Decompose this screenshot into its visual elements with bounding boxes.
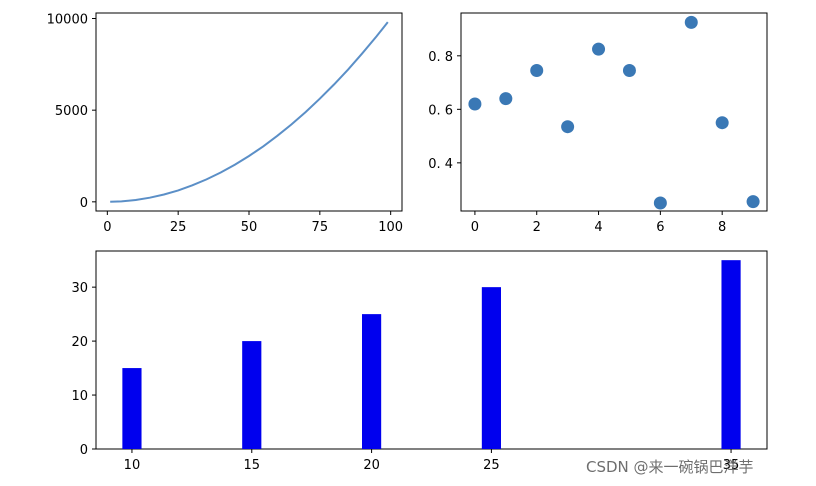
x-tick-label: 4 (594, 220, 602, 235)
x-tick-label: 8 (718, 220, 726, 235)
x-tick-label: 10 (124, 458, 141, 473)
bar-plot: 10 15 20 25 35 0 10 20 30 (71, 250, 768, 473)
bar (122, 368, 142, 449)
x-tick-label: 15 (243, 458, 260, 473)
axes-frame (95, 12, 403, 212)
x-tick-label: 20 (363, 458, 380, 473)
scatter-point (746, 195, 760, 209)
x-tick-label: 25 (483, 458, 500, 473)
y-tick-label: 10 (71, 389, 88, 404)
x-tick-label: 75 (312, 220, 329, 235)
scatter-point (468, 97, 482, 111)
scatter-point (499, 92, 513, 106)
x-tick-label: 25 (170, 220, 187, 235)
x-tick-label: 50 (241, 220, 258, 235)
y-tick-label: 0. 6 (428, 103, 453, 118)
scatter-point (653, 196, 667, 210)
y-tick-label: 10000 (47, 13, 88, 28)
y-tick-label: 5000 (55, 104, 88, 119)
y-tick-label: 0. 8 (428, 50, 453, 65)
x-tick-label: 2 (533, 220, 541, 235)
axes-frame (95, 250, 768, 450)
scatter-point (622, 64, 636, 78)
scatter-point (561, 120, 575, 134)
scatter-point (592, 42, 606, 56)
x-tick-label: 6 (656, 220, 664, 235)
axes-frame (460, 12, 768, 212)
y-tick-label: 0. 4 (428, 157, 453, 172)
bar (721, 260, 741, 449)
scatter-point (684, 15, 698, 29)
scatter-point (530, 64, 544, 78)
line-plot: 0 25 50 75 100 0 5000 10000 (47, 12, 403, 235)
bar (481, 287, 501, 449)
x-tick-label: 0 (103, 220, 111, 235)
watermark-text: CSDN @来一碗锅巴洋芋 (586, 458, 754, 476)
bar (362, 314, 382, 449)
x-tick-label: 0 (471, 220, 479, 235)
x-tick-label: 100 (378, 220, 403, 235)
y-tick-label: 0 (80, 443, 88, 458)
line-series (110, 21, 389, 203)
scatter-plot: 0 2 4 6 8 0. 4 0. 6 0. 8 (428, 12, 768, 235)
bar (242, 341, 262, 449)
scatter-point (715, 116, 729, 130)
x-tick-label: 35 (723, 458, 740, 473)
y-tick-label: 30 (71, 281, 88, 296)
y-tick-label: 20 (71, 335, 88, 350)
y-tick-label: 0 (80, 196, 88, 211)
